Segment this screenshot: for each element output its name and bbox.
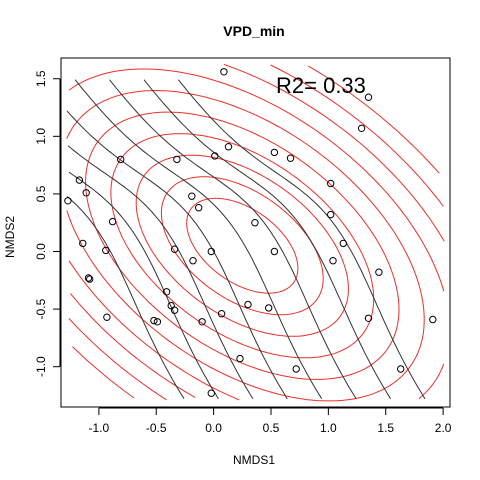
scatter-point: [153, 318, 162, 326]
dark-contour-line: [66, 196, 185, 400]
red-contour-line: [135, 154, 349, 337]
scatter-point: [286, 154, 295, 162]
y-tick-label: -0.5: [34, 298, 48, 319]
r2-annotation: R2= 0.33: [276, 73, 366, 98]
x-tick-label: 1.0: [320, 421, 337, 435]
y-tick-label: 1.5: [34, 70, 48, 87]
x-axis: -1.0 -0.5 0.0 0.5 1.0 1.5 2.0: [89, 407, 452, 435]
scatter-point: [108, 217, 117, 226]
scatter-point: [327, 210, 335, 219]
scatter-point: [339, 239, 347, 248]
dark-contour-group: [66, 79, 426, 400]
x-tick-label: 0.0: [205, 421, 222, 435]
scatter-point: [236, 354, 244, 363]
scatter-point: [364, 93, 373, 101]
red-contour-line: [70, 63, 445, 398]
chart-title: VPD_min: [223, 23, 284, 39]
y-tick-label: -1.0: [34, 356, 48, 377]
scatter-point: [270, 247, 279, 256]
scatter-point: [220, 68, 228, 76]
scatter-point: [244, 300, 252, 309]
dark-contour-line: [178, 79, 426, 400]
scatter-point: [173, 155, 181, 164]
scatter-point: [364, 314, 373, 322]
scatter-point: [270, 148, 279, 157]
x-tick-label: 2.0: [435, 421, 452, 435]
x-tick-label: 1.5: [377, 421, 394, 435]
y-axis: -1.0 -0.5 0.0 0.5 1.0 1.5: [34, 70, 61, 377]
scatter-point: [397, 365, 405, 373]
red-contour-line: [110, 133, 375, 359]
scatter-point: [195, 204, 203, 212]
x-tick-label: -0.5: [146, 421, 167, 435]
scatter-point: [189, 257, 197, 265]
scatter-point: [207, 247, 216, 256]
y-tick-label: 1.0: [34, 128, 48, 145]
scatter-point: [188, 192, 196, 200]
scatter-point: [207, 389, 216, 397]
scatter-point: [84, 274, 93, 282]
scatter-point: [429, 315, 437, 324]
scatter-point: [103, 313, 111, 321]
scatter-point: [117, 155, 125, 164]
red-contour-line: [160, 176, 324, 316]
dark-contour-line: [74, 79, 323, 400]
scatter-point: [224, 143, 233, 151]
scatter-point: [217, 310, 226, 318]
scatter-point: [211, 152, 219, 160]
red-contour-line: [186, 197, 299, 294]
scatter-point: [82, 189, 90, 197]
scatter-point: [64, 197, 72, 205]
dark-contour-line: [109, 79, 357, 400]
scatter-point: [150, 316, 158, 325]
red-contour-line: [68, 64, 444, 401]
scatter-point: [170, 306, 179, 314]
scatter-point: [75, 176, 84, 184]
scatter-point: [292, 365, 300, 373]
dark-contour-line: [143, 79, 392, 400]
red-contour-line: [68, 68, 445, 401]
scatter-point: [86, 275, 94, 283]
scatter-point: [170, 245, 179, 253]
dark-contour-line: [68, 171, 219, 400]
plot-frame: [60, 57, 451, 408]
x-tick-label: -1.0: [89, 421, 110, 435]
red-contour-line: [85, 111, 400, 380]
red-contour-line: [66, 89, 425, 402]
dark-contour-line: [67, 145, 254, 400]
dark-contour-line: [66, 110, 288, 400]
red-contour-group: [66, 63, 445, 402]
scatter-point: [102, 246, 110, 255]
red-contour-line: [72, 65, 440, 399]
x-axis-label: NMDS1: [233, 453, 275, 467]
scatter-point: [198, 318, 206, 326]
y-axis-label: NMDS2: [3, 216, 17, 258]
scatter-point: [329, 257, 337, 265]
scatter-point: [375, 268, 383, 276]
scatter-point: [162, 288, 171, 296]
point-group: [64, 68, 437, 397]
scatter-point: [251, 219, 259, 227]
scatter-point: [357, 124, 366, 133]
y-tick-label: 0.0: [34, 243, 48, 260]
scatter-point: [265, 304, 273, 312]
x-tick-label: 0.5: [263, 421, 280, 435]
y-tick-label: 0.5: [34, 185, 48, 202]
scatter-point: [327, 179, 335, 188]
scatter-point: [79, 239, 87, 248]
